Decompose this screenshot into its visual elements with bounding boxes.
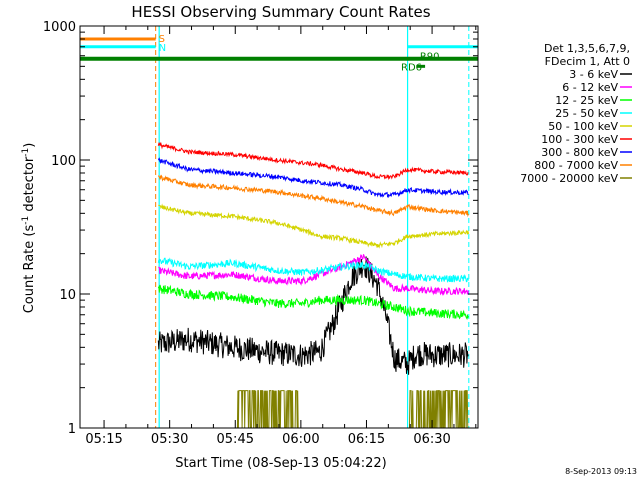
- flag-label-n: N: [159, 43, 166, 54]
- series-line-7: [157, 157, 469, 198]
- series-line-4: [157, 257, 469, 283]
- x-tick-label-6: 06:30: [413, 432, 450, 447]
- legend-header-line-2: FDecim 1, Att 0: [545, 55, 630, 68]
- legend-label-5: 50 - 100 keV: [548, 120, 618, 133]
- legend-header-line-1: Det 1,3,5,6,7,9,: [544, 42, 630, 55]
- flag-label-rd6: RD6: [401, 62, 422, 73]
- series-line-2: [158, 254, 470, 296]
- series-line-5: [158, 203, 469, 249]
- x-tick-label-2: 05:30: [151, 432, 188, 447]
- y-axis-label: Count Rate (s-1 detector-1): [21, 143, 37, 314]
- y-axis-label-mid: detector: [22, 156, 37, 216]
- x-tick-label-3: 05:45: [217, 432, 254, 447]
- legend-label-6: 100 - 300 keV: [541, 133, 618, 146]
- y-axis-label-main: Count Rate (s: [22, 225, 37, 314]
- legend-label-4: 25 - 50 keV: [555, 107, 618, 120]
- plot-frame: [79, 25, 479, 429]
- series-line-9: [167, 390, 469, 429]
- y-tick-label-3: 100: [51, 154, 76, 169]
- flag-label-s: S: [159, 34, 165, 45]
- legend-label-2: 6 - 12 keV: [562, 81, 618, 94]
- x-tick-label-1: 05:15: [85, 432, 122, 447]
- y-axis-label-end: ): [22, 143, 37, 148]
- legend-label-1: 3 - 6 keV: [569, 68, 618, 81]
- y-tick-label-4: 1000: [43, 20, 76, 35]
- legend-label-9: 7000 - 20000 keV: [520, 172, 618, 185]
- legend: Det 1,3,5,6,7,9, FDecim 1, Att 0 3 - 6 k…: [520, 42, 632, 185]
- series-line-3: [157, 284, 469, 321]
- y-axis-label-sup1: -1: [21, 216, 31, 225]
- legend-label-3: 12 - 25 keV: [555, 94, 618, 107]
- y-tick-label-1: 1: [68, 422, 76, 437]
- series-line-8: [157, 174, 469, 218]
- timestamp: 8-Sep-2013 09:13: [565, 467, 637, 476]
- legend-label-8: 800 - 7000 keV: [534, 159, 618, 172]
- flag-label-r90: R90: [420, 52, 440, 63]
- x-axis-label: Start Time (08-Sep-13 05:04:22): [175, 456, 386, 471]
- legend-label-7: 300 - 800 keV: [541, 146, 618, 159]
- series-line-1: [157, 256, 469, 375]
- series-line-6: [157, 141, 469, 181]
- y-axis-label-sup2: -1: [21, 148, 31, 157]
- chart-title: HESSI Observing Summary Count Rates: [131, 3, 430, 21]
- x-tick-label-4: 06:00: [282, 432, 319, 447]
- y-tick-label-2: 10: [59, 288, 76, 303]
- x-tick-label-5: 06:15: [348, 432, 385, 447]
